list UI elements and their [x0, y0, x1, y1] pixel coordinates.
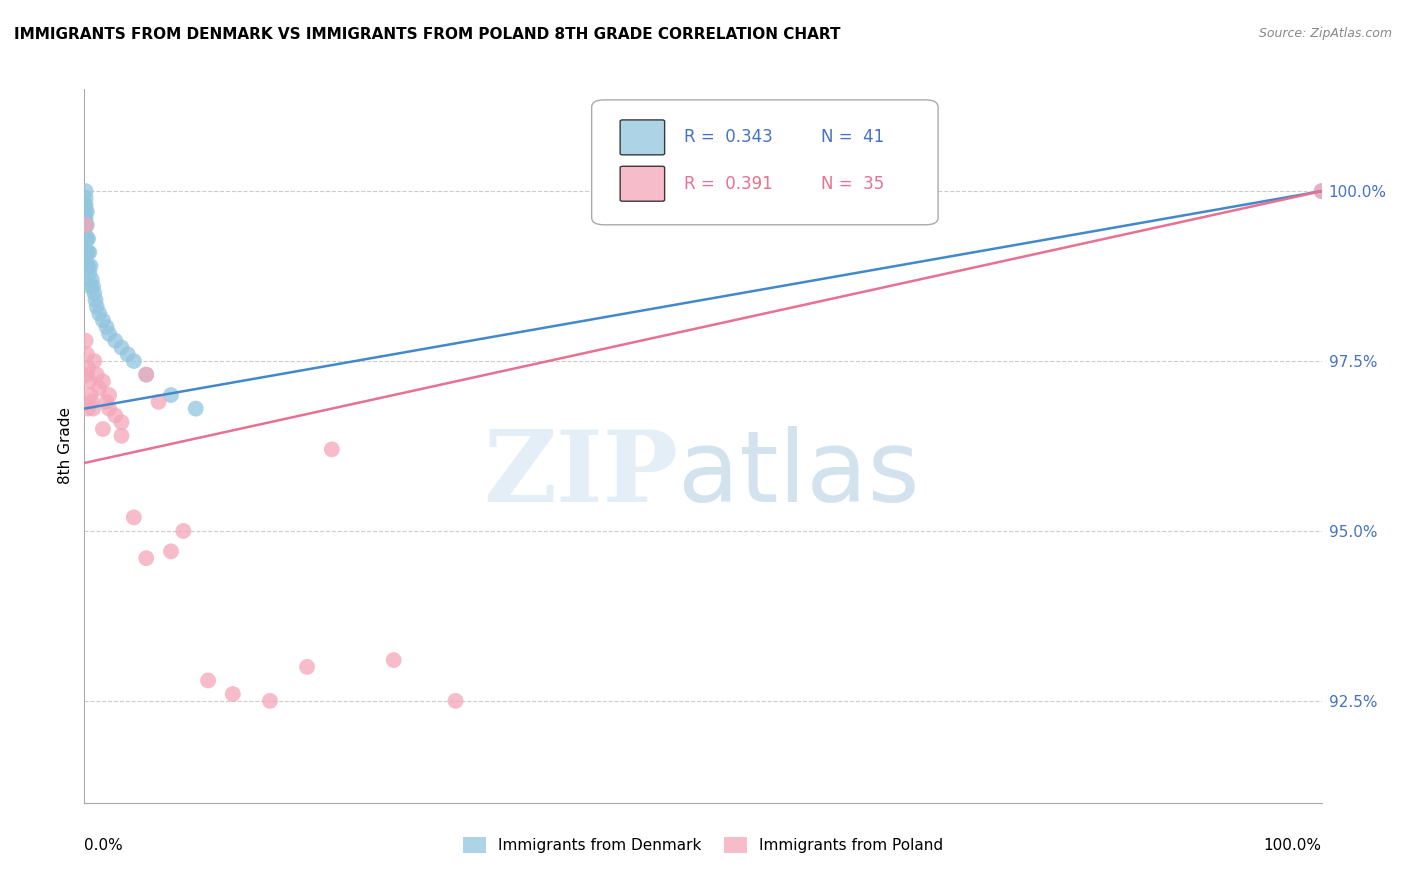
Point — [89, 306, 111, 320]
Point — [160, 544, 183, 558]
Text: N =  41: N = 41 — [821, 128, 884, 146]
Point — [86, 300, 108, 314]
Point — [135, 368, 157, 382]
Point — [91, 313, 114, 327]
Text: N =  35: N = 35 — [821, 175, 884, 193]
Text: IMMIGRANTS FROM DENMARK VS IMMIGRANTS FROM POLAND 8TH GRADE CORRELATION CHART: IMMIGRANTS FROM DENMARK VS IMMIGRANTS FR… — [14, 27, 841, 42]
Point — [83, 286, 105, 301]
Point — [91, 375, 114, 389]
Point — [84, 293, 107, 307]
Point — [83, 354, 105, 368]
Point — [82, 401, 104, 416]
FancyBboxPatch shape — [620, 120, 665, 155]
Point — [79, 266, 101, 280]
Point — [80, 272, 103, 286]
Point — [104, 409, 127, 423]
Point — [76, 259, 98, 273]
Point — [73, 218, 96, 232]
Point — [77, 232, 100, 246]
Point — [75, 218, 97, 232]
Point — [110, 341, 132, 355]
Point — [96, 320, 118, 334]
Point — [79, 388, 101, 402]
FancyBboxPatch shape — [620, 166, 665, 202]
Point — [89, 381, 111, 395]
Point — [98, 326, 121, 341]
Point — [197, 673, 219, 688]
Point — [98, 401, 121, 416]
Legend: Immigrants from Denmark, Immigrants from Poland: Immigrants from Denmark, Immigrants from… — [457, 831, 949, 859]
Text: 100.0%: 100.0% — [1264, 838, 1322, 854]
Point — [77, 245, 100, 260]
Point — [79, 375, 101, 389]
Point — [75, 204, 97, 219]
Point — [184, 401, 207, 416]
Point — [110, 429, 132, 443]
Point — [135, 368, 157, 382]
Point — [73, 204, 96, 219]
Point — [76, 204, 98, 219]
Point — [122, 510, 145, 524]
Point — [80, 394, 103, 409]
Text: 0.0%: 0.0% — [84, 838, 124, 854]
Point — [160, 388, 183, 402]
Point — [98, 388, 121, 402]
Point — [444, 694, 467, 708]
Point — [73, 198, 96, 212]
Point — [1310, 184, 1333, 198]
Point — [148, 394, 170, 409]
Point — [259, 694, 281, 708]
Point — [321, 442, 343, 457]
Point — [222, 687, 245, 701]
Y-axis label: 8th Grade: 8th Grade — [58, 408, 73, 484]
Point — [79, 259, 101, 273]
Point — [86, 368, 108, 382]
Point — [110, 415, 132, 429]
Point — [91, 422, 114, 436]
Point — [76, 245, 98, 260]
Point — [104, 334, 127, 348]
Point — [76, 347, 98, 361]
Point — [75, 218, 97, 232]
Point — [73, 211, 96, 226]
Point — [75, 334, 97, 348]
Text: ZIP: ZIP — [484, 426, 678, 523]
Point — [77, 259, 100, 273]
Point — [75, 211, 97, 226]
Point — [77, 401, 100, 416]
Point — [135, 551, 157, 566]
Point — [79, 245, 101, 260]
Point — [295, 660, 318, 674]
Point — [82, 279, 104, 293]
Point — [96, 394, 118, 409]
Point — [79, 279, 101, 293]
Point — [76, 232, 98, 246]
Point — [172, 524, 194, 538]
Point — [75, 191, 97, 205]
Point — [1310, 184, 1333, 198]
Text: R =  0.343: R = 0.343 — [685, 128, 773, 146]
Text: R =  0.391: R = 0.391 — [685, 175, 773, 193]
Text: Source: ZipAtlas.com: Source: ZipAtlas.com — [1258, 27, 1392, 40]
Point — [73, 225, 96, 239]
Text: atlas: atlas — [678, 426, 920, 523]
FancyBboxPatch shape — [592, 100, 938, 225]
Point — [382, 653, 405, 667]
Point — [76, 218, 98, 232]
Point — [76, 368, 98, 382]
Point — [117, 347, 139, 361]
Point — [75, 198, 97, 212]
Point — [75, 184, 97, 198]
Point — [77, 360, 100, 375]
Point — [75, 232, 97, 246]
Point — [122, 354, 145, 368]
